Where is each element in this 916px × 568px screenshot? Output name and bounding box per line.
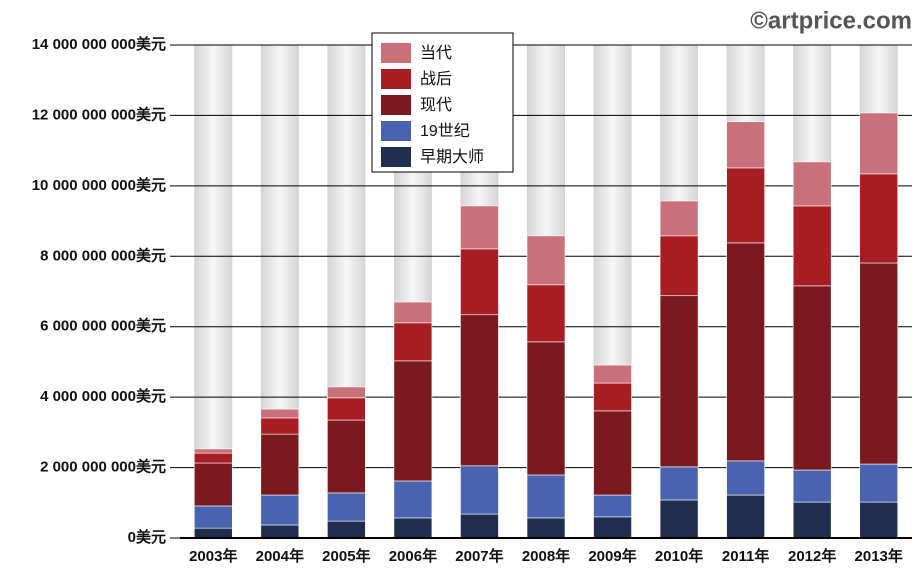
bar-segment <box>526 341 566 476</box>
bar-segment <box>526 235 566 286</box>
x-tick-label: 2006年 <box>389 547 437 565</box>
bar-segment <box>193 452 233 464</box>
bar-segment <box>659 466 699 501</box>
bar-segment <box>792 205 832 287</box>
bar-segment <box>460 248 499 316</box>
bar-segment <box>327 520 366 539</box>
bar-segment <box>726 460 765 496</box>
bar-segment <box>659 235 699 297</box>
bar-segment <box>593 494 632 518</box>
bar-segment <box>726 242 765 462</box>
bar-segment <box>726 494 765 539</box>
x-tick-label: 2012年 <box>788 547 836 565</box>
bar-segment <box>526 284 566 343</box>
bar-segment <box>859 112 899 175</box>
bar-segment <box>726 121 765 169</box>
bar-segment <box>393 517 433 539</box>
legend-label: 19世纪 <box>420 122 470 140</box>
bar-segment <box>393 360 433 482</box>
x-tick-label: 2010年 <box>655 547 703 565</box>
legend-swatch <box>381 69 411 89</box>
bar-segment <box>526 474 566 519</box>
legend-swatch <box>381 121 411 141</box>
bar-segment <box>526 517 566 539</box>
legend-swatch <box>381 43 411 63</box>
legend-swatch <box>381 95 411 115</box>
bar-segment <box>260 433 300 496</box>
y-tick-label: 6 000 000 000美元 <box>40 317 166 335</box>
y-tick-label: 4 000 000 000美元 <box>40 387 166 405</box>
bar-segment <box>460 513 499 539</box>
bar-segment <box>460 465 499 515</box>
legend-label: 早期大师 <box>420 148 484 166</box>
legend-label: 当代 <box>420 44 452 62</box>
bar-segment <box>327 492 366 522</box>
bar-segment <box>792 501 832 539</box>
bar-segment <box>859 173 899 264</box>
x-tick-label: 2007年 <box>455 547 503 565</box>
x-tick-label: 2005年 <box>322 547 370 565</box>
x-tick-label: 2009年 <box>588 547 636 565</box>
x-tick-label: 2004年 <box>256 547 304 565</box>
bar-segment <box>460 205 499 250</box>
y-tick-label: 14 000 000 000美元 <box>32 35 166 53</box>
bar-segment <box>859 262 899 465</box>
bar-segment <box>393 480 433 519</box>
bar-segment <box>193 448 233 454</box>
bar-segment <box>593 410 632 496</box>
legend-swatch <box>381 147 411 167</box>
y-tick-label: 2 000 000 000美元 <box>40 458 166 476</box>
bar-segment <box>193 462 233 507</box>
bar-segment <box>792 161 832 207</box>
bar-segment <box>593 516 632 539</box>
watermark: ©artprice.com <box>750 7 912 34</box>
bar-segment <box>659 200 699 237</box>
bar-segment <box>260 524 300 539</box>
bar-segment <box>193 527 233 539</box>
bar-segment <box>393 301 433 324</box>
bar-segment <box>327 386 366 399</box>
bar-segment <box>726 167 765 244</box>
x-tick-label: 2003年 <box>189 547 237 565</box>
bar-segment <box>260 494 300 526</box>
bar-segment <box>260 417 300 435</box>
x-tick-label: 2008年 <box>522 547 570 565</box>
legend-label: 现代 <box>420 96 452 114</box>
y-tick-label: 10 000 000 000美元 <box>32 176 166 194</box>
bar-segment <box>193 505 233 529</box>
bar-segment <box>859 463 899 503</box>
y-tick-label: 8 000 000 000美元 <box>40 246 166 264</box>
legend-label: 战后 <box>420 70 452 88</box>
bar-segment <box>659 295 699 468</box>
bar-segment <box>393 322 433 362</box>
bar-segment <box>593 364 632 384</box>
bar-segment <box>792 285 832 471</box>
bar-segment <box>659 499 699 539</box>
bar-segment <box>260 408 300 419</box>
x-tick-label: 2013年 <box>855 547 903 565</box>
y-tick-label: 0美元 <box>128 528 166 546</box>
bar-segment <box>327 419 366 494</box>
bar-segment <box>593 382 632 412</box>
y-tick-label: 12 000 000 000美元 <box>32 105 166 123</box>
x-tick-label: 2011年 <box>722 547 770 565</box>
bar-segment <box>460 314 499 467</box>
bar-segment <box>859 501 899 539</box>
bar-segment <box>792 469 832 503</box>
bar-segment <box>327 397 366 421</box>
